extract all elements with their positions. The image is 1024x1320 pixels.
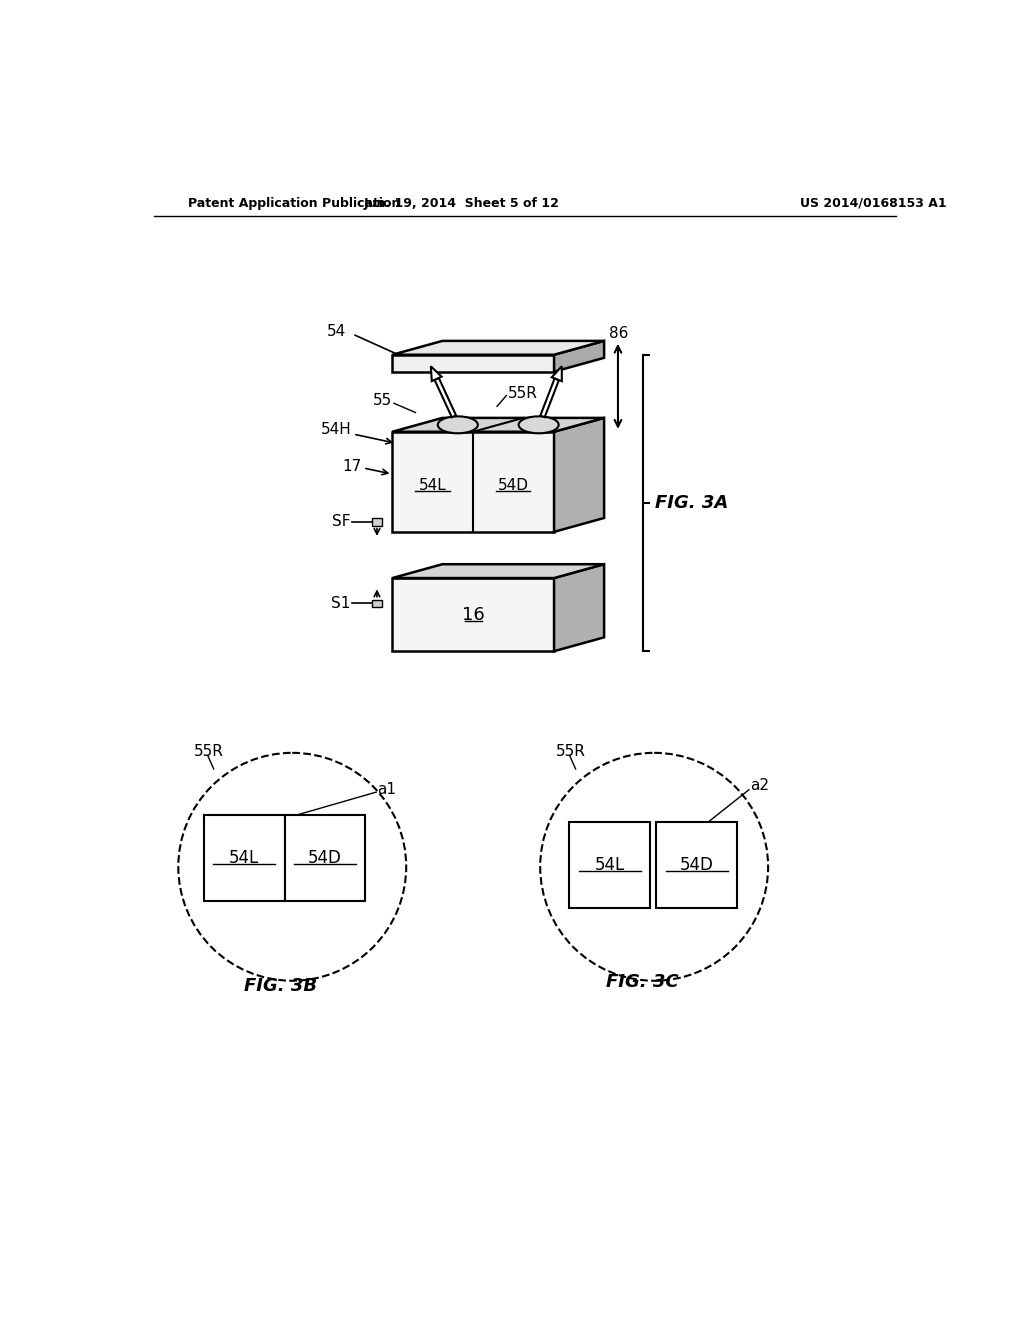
Text: 54L: 54L (229, 849, 259, 867)
Ellipse shape (438, 416, 478, 433)
Text: 54H: 54H (321, 422, 351, 437)
Bar (204, 816, 285, 902)
Text: 17: 17 (342, 459, 361, 474)
Bar (656, 822, 737, 908)
Text: Jun. 19, 2014  Sheet 5 of 12: Jun. 19, 2014 Sheet 5 of 12 (364, 197, 559, 210)
Text: FIG. 3A: FIG. 3A (655, 494, 728, 512)
Text: 55R: 55R (508, 385, 538, 401)
Text: 54L: 54L (595, 857, 625, 874)
Text: 54D: 54D (680, 857, 714, 874)
Text: FIG. 3B: FIG. 3B (244, 977, 317, 995)
Text: a2: a2 (751, 779, 769, 793)
Text: 55: 55 (373, 393, 392, 408)
Polygon shape (554, 341, 604, 372)
Text: US 2014/0168153 A1: US 2014/0168153 A1 (801, 197, 947, 210)
Text: 54: 54 (327, 325, 346, 339)
Polygon shape (552, 367, 562, 381)
Text: Patent Application Publication: Patent Application Publication (188, 197, 400, 210)
Text: 54L: 54L (419, 478, 447, 494)
Text: SF: SF (332, 515, 350, 529)
Text: 55R: 55R (194, 743, 223, 759)
Text: S1: S1 (331, 595, 350, 611)
Polygon shape (392, 564, 604, 578)
Text: a1: a1 (377, 783, 396, 797)
Text: 54D: 54D (308, 849, 342, 867)
Text: 86: 86 (608, 326, 628, 341)
Polygon shape (554, 564, 604, 651)
Text: 16: 16 (462, 606, 484, 623)
Polygon shape (392, 355, 554, 372)
Polygon shape (431, 367, 441, 381)
Bar (285, 816, 366, 902)
Text: FIG. 3C: FIG. 3C (606, 973, 679, 991)
Polygon shape (541, 379, 559, 417)
Bar (373, 599, 382, 607)
Polygon shape (392, 578, 554, 651)
Text: 55R: 55R (556, 743, 586, 759)
Bar (373, 517, 382, 525)
Bar (569, 822, 650, 908)
Polygon shape (434, 378, 456, 417)
Text: 54D: 54D (498, 478, 528, 494)
Polygon shape (392, 341, 604, 355)
Polygon shape (392, 418, 604, 432)
Polygon shape (392, 432, 554, 532)
Ellipse shape (518, 416, 559, 433)
Polygon shape (554, 418, 604, 532)
